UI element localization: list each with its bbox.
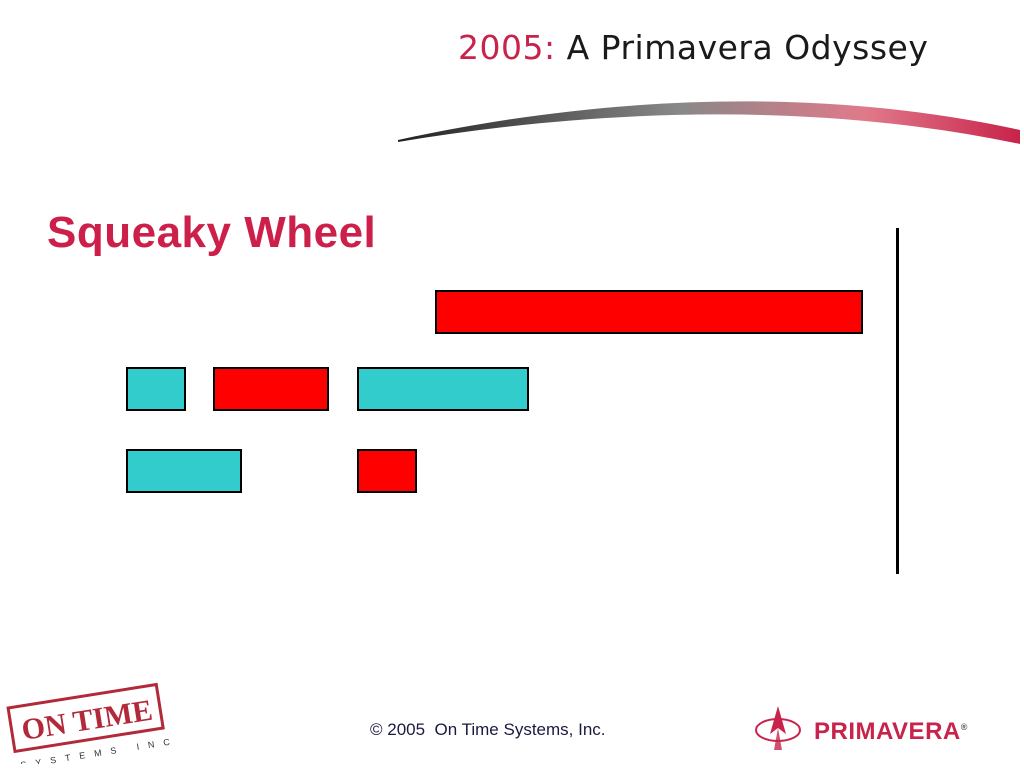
primavera-logo-text: PRIMAVERA® bbox=[814, 718, 968, 745]
diagram-block-red bbox=[357, 449, 417, 493]
header-title-year: 2005: bbox=[458, 28, 556, 67]
deadline-line bbox=[896, 228, 899, 574]
header-title: 2005: A Primavera Odyssey bbox=[458, 28, 928, 67]
diagram-block-teal bbox=[126, 449, 242, 493]
diagram-block-red bbox=[435, 290, 863, 334]
diagram-block-teal bbox=[126, 367, 186, 411]
primavera-logo: PRIMAVERA® bbox=[752, 704, 1012, 760]
header-swoosh-icon bbox=[398, 101, 1020, 144]
diagram-block-red bbox=[213, 367, 329, 411]
header-title-rest: A Primavera Odyssey bbox=[566, 28, 929, 67]
footer-copyright: © 2005 On Time Systems, Inc. bbox=[370, 720, 606, 739]
primavera-logo-icon bbox=[755, 706, 801, 750]
diagram-block-teal bbox=[357, 367, 529, 411]
slide-title: Squeaky Wheel bbox=[47, 208, 377, 257]
on-time-logo-icon: ON TIME SYSTEMS INC bbox=[6, 682, 179, 764]
